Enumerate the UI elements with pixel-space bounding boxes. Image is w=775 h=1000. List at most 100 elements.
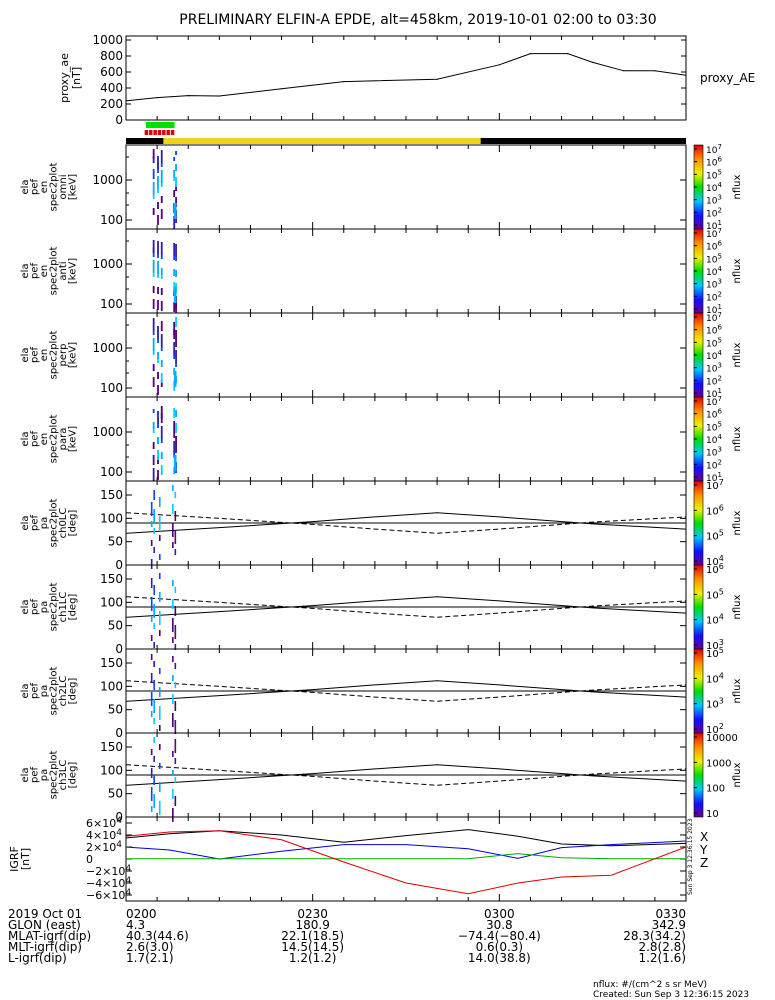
colorbar-tick-label: 103 [706,194,722,207]
pa-cell [158,497,161,507]
spec-ylabel: pef [30,431,41,448]
pa-cell [153,604,155,618]
pa-anti-loss-cone-curve [125,596,687,618]
spec-cell [157,411,159,424]
colorbar-tick-label: 104 [706,265,722,278]
colorbar-tick-label: 104 [706,433,722,446]
spec-cell [157,437,159,444]
pa-cell [150,597,153,611]
xaxis-value: 0.6(0.3) [476,940,524,954]
spec-cell [152,240,155,253]
xaxis-value: 0230 [297,907,328,921]
footer-created: Created: Sun Sep 3 12:36:15 2023 [593,990,750,1000]
pa-cell [153,509,155,523]
pa-cell [150,559,153,569]
colorbar-tick-label: 104 [706,349,722,362]
pa-cell [172,599,174,609]
colorbar-tick-label: 102 [706,206,722,219]
xaxis-value: 0330 [655,907,686,921]
spec-cell [152,273,155,277]
pa-cell [172,523,174,537]
colorbar-tick-label: 105 [706,646,724,660]
colorbar-unit: nflux [732,174,743,199]
pa-cell [174,606,177,616]
spec-ylabel: ela [20,179,31,194]
colorbar-7 [693,648,704,734]
spec-ytick-label: 100 [100,465,123,479]
spec-cell [157,457,159,464]
pa-ytick-label: 0 [115,726,123,740]
igrf-x-line [125,829,687,847]
pa-cell [150,749,153,755]
spec-cell [152,338,155,351]
pa-cell [150,768,153,778]
colorbar-unit: nflux [732,678,743,703]
spec-cell [152,182,155,195]
spec-cell [152,149,155,159]
pa-cell [158,744,161,750]
spec-cell [157,300,159,310]
pa-cell [150,787,153,801]
igrf-legend-y: Y [699,843,708,857]
spec-cell [152,351,155,355]
ae-frame [125,35,687,121]
xaxis-value: 1.2(1.2) [289,951,337,965]
colorbar-tick-label: 101 [706,219,722,232]
pa-cell [150,635,153,641]
spec-cell [160,380,163,387]
colorbar-tick-label: 106 [706,562,724,576]
pa-cell [172,504,174,514]
spec-cell [173,342,176,355]
spec-ylabel: spec2plot [49,247,60,296]
colorbar-5 [693,480,704,566]
spec-cell [173,322,176,335]
spec-cell [160,301,163,311]
pa-cell [174,777,177,783]
spec-cell [160,452,163,459]
spec-cell [157,326,159,339]
spec-cell [160,163,163,167]
spec-cell [175,270,177,277]
igrf-ytick-label: 2×104 [86,840,122,854]
colorbar-tick-label: 10000 [706,733,738,744]
pa-cell [172,637,174,643]
spec-cell [160,209,163,219]
pa-cell [158,725,161,731]
spec-cell [152,377,155,387]
pa-ytick-label: 100 [100,763,123,777]
spec-ylabel: para [58,428,69,451]
ae-point [685,74,687,76]
science-flag-red [166,130,170,135]
colorbar-tick-label: 101 [706,471,722,484]
spec-cell [175,257,177,261]
pa-ylabel: pa [39,517,50,529]
spec-cell [175,317,177,327]
spec-ylabel: pef [30,347,41,364]
xaxis-value: 40.3(44.6) [126,929,189,943]
ae-ylabel: proxy_ae [58,53,71,103]
spec-cell [152,260,155,273]
pa-ylabel: ch1LC [58,592,69,623]
spec-cell [173,455,177,471]
spec-ytick-label: 100 [100,381,123,395]
ae-ytick-label: 1000 [92,33,123,47]
pa-cell [158,687,161,697]
colorbar-tick-label: 106 [706,324,722,337]
colorbar-tick-label: 1000 [706,758,731,769]
spec-ytick-label: 100 [100,213,123,227]
spec-cell [173,190,176,197]
pa-cell [172,751,174,757]
pa-ylabel: ela [20,767,31,782]
igrf-ytick-label: −4×104 [86,876,131,890]
spec-cell [152,169,155,179]
pa-cell [153,794,155,808]
colorbar-tick-label: 105 [706,529,724,543]
pa-ytick-label: 150 [100,572,123,586]
colorbar-tick-label: 100 [706,784,725,795]
spec-cell [157,202,159,209]
igrf-ylabel: IGRF [8,846,21,872]
igrf-z-line [126,853,686,860]
spec-cell [173,287,177,303]
spec-ylabel: ela [20,431,31,446]
igrf-total-line [125,830,687,895]
